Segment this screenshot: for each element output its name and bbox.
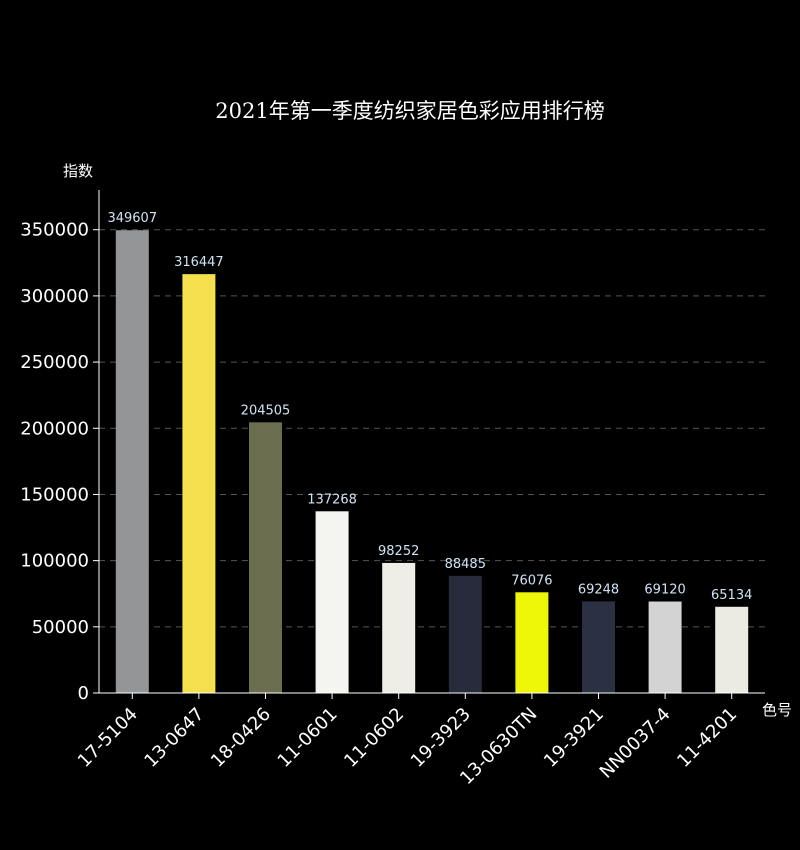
y-axis-label: 指数	[63, 162, 93, 180]
y-tick-label: 350000	[20, 220, 89, 241]
data-label: 69120	[644, 583, 685, 598]
bars	[115, 230, 749, 694]
x-axis-label: 色号	[762, 701, 792, 719]
y-tick-label: 50000	[32, 617, 89, 638]
data-label: 69248	[578, 582, 619, 597]
data-label: 76076	[511, 573, 552, 588]
bar	[648, 601, 682, 693]
bar	[582, 601, 615, 693]
y-tick-label: 100000	[20, 551, 89, 572]
data-label: 137268	[307, 492, 357, 507]
y-tick-label: 0	[78, 683, 89, 704]
bar	[182, 274, 216, 693]
bar	[315, 511, 349, 693]
data-label: 65134	[711, 588, 752, 603]
y-tick-labels: 0 50000 100000 150000 200000 250000 300000 3500…	[20, 220, 89, 704]
axes	[93, 190, 765, 699]
bar	[249, 422, 282, 693]
bar	[515, 592, 549, 693]
data-labels: 349607 316447 204505 137268 98252 88485 76076 6…	[107, 211, 752, 603]
data-label: 204505	[241, 403, 291, 418]
bar	[448, 575, 482, 693]
data-label: 88485	[445, 557, 486, 572]
y-tick-label: 250000	[20, 352, 89, 373]
y-tick-label: 200000	[20, 418, 89, 439]
chart-title: 2021年第一季度纺织家居色彩应用排行榜	[215, 99, 604, 123]
data-label: 98252	[378, 544, 419, 559]
bar	[115, 230, 149, 694]
y-tick-label: 300000	[20, 286, 89, 307]
bar	[382, 562, 416, 693]
data-label: 349607	[107, 211, 157, 226]
data-label: 316447	[174, 255, 224, 270]
bar	[715, 606, 749, 693]
y-tick-label: 150000	[20, 484, 89, 505]
